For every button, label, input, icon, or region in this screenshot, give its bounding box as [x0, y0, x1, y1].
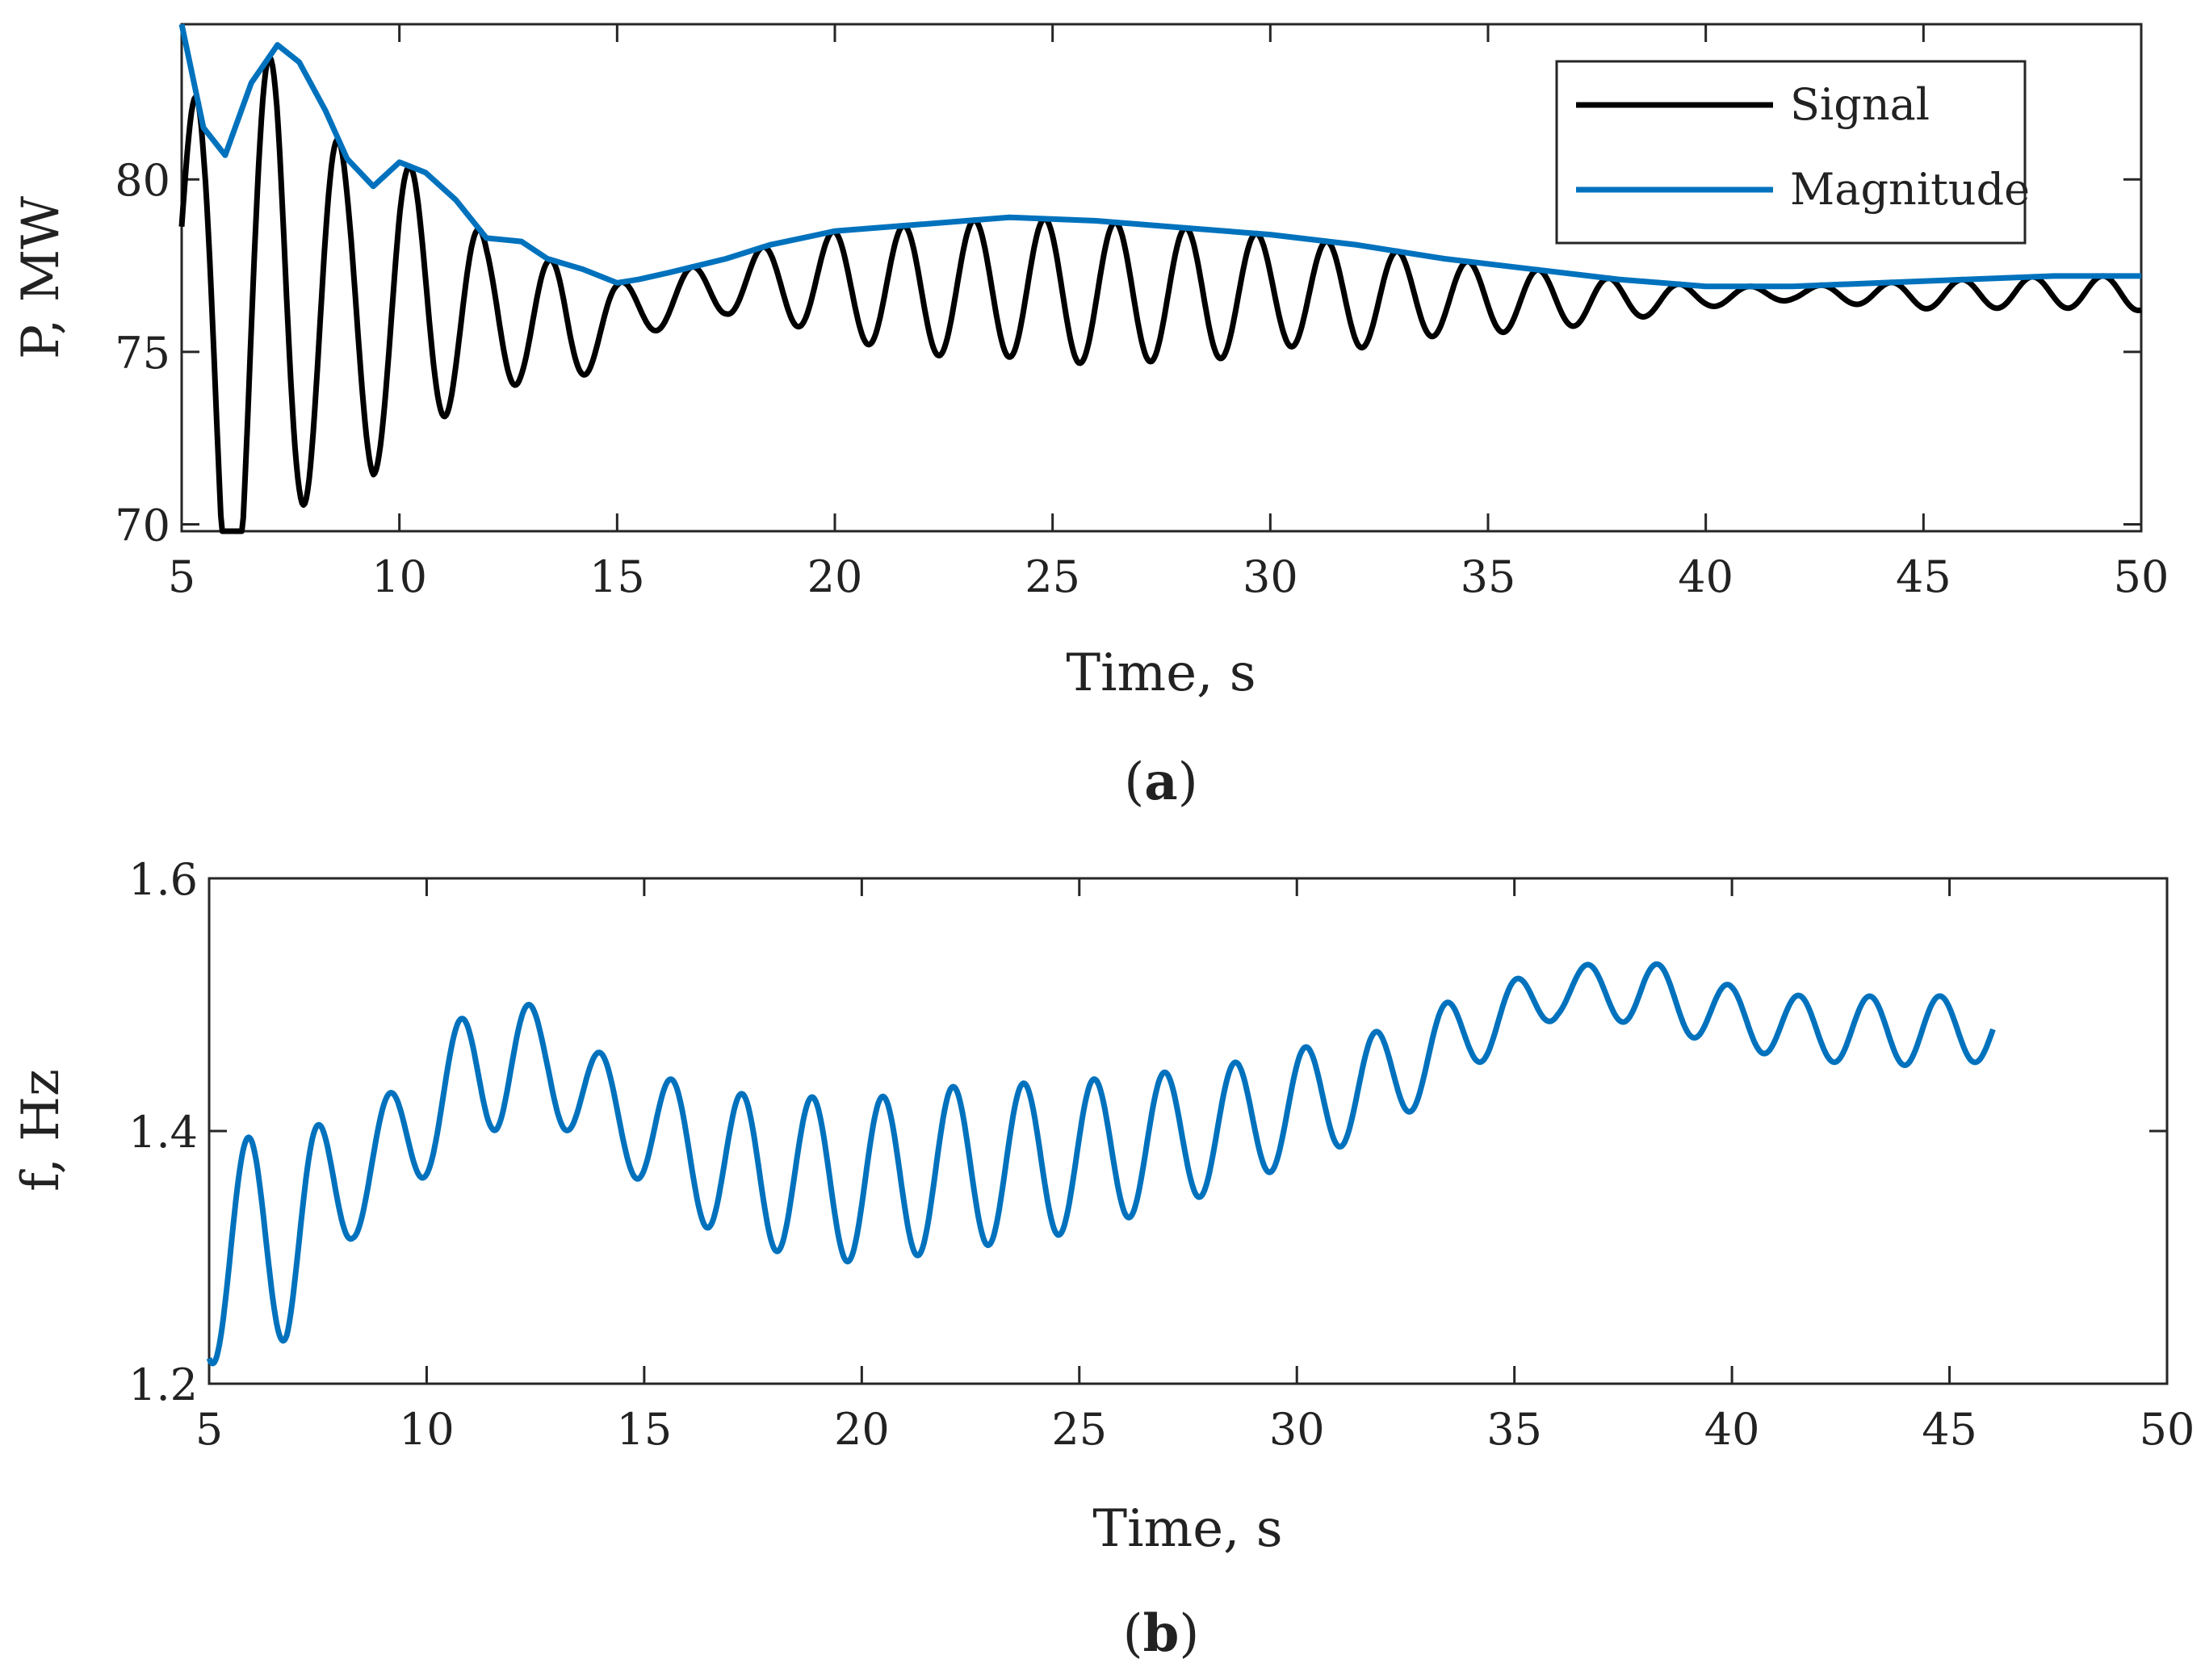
panel-b-x-tick-label: 30: [1269, 1404, 1325, 1455]
panel-a: 5 10 15 20 25 30 35 40 45 50 70 75 80 Time, s P, MW…: [11, 23, 2169, 812]
panel-a-y-axis-label: P, MW: [11, 196, 71, 359]
panel-b-x-tick-label: 45: [1922, 1404, 1977, 1455]
panel-a-series-magnitude-line: [178, 23, 2141, 290]
panel-b: 5 10 15 20 25 30 35 40 45 50 1.2 1.4 1.6 Time, s f,…: [11, 854, 2195, 1664]
panel-a-x-ticks: 5 10 15 20 25 30 35 40 45 50: [168, 24, 2169, 602]
panel-a-x-tick-label: 35: [1461, 551, 1516, 602]
panel-b-series-f-line: [206, 961, 1996, 1367]
panel-b-x-tick-label: 20: [834, 1404, 890, 1455]
panel-b-y-tick-label: 1.4: [128, 1107, 198, 1158]
panel-b-y-axis-label: f, Hz: [11, 1069, 71, 1192]
panel-b-series: [206, 961, 1996, 1367]
panel-a-y-ticks: 70 75 80: [115, 155, 2141, 551]
panel-a-caption: (a): [1124, 752, 1197, 812]
legend-label-magnitude: Magnitude: [1790, 164, 2030, 215]
panel-b-x-tick-label: 5: [195, 1404, 223, 1455]
panel-a-y-tick-label: 75: [115, 328, 170, 379]
panel-a-x-tick-label: 30: [1243, 551, 1298, 602]
panel-b-x-ticks: 5 10 15 20 25 30 35 40 45 50: [195, 878, 2195, 1455]
panel-b-plot-area: [208, 877, 2169, 1385]
panel-a-legend: Signal Magnitude: [1555, 60, 2030, 245]
panel-b-x-tick-label: 50: [2140, 1404, 2195, 1455]
panel-b-y-tick-label: 1.6: [128, 854, 198, 905]
panel-b-x-axis-label: Time, s: [1092, 1499, 1282, 1559]
panel-b-y-tick-label: 1.2: [128, 1360, 198, 1410]
panel-a-x-tick-label: 20: [807, 551, 863, 602]
panel-a-x-tick-label: 40: [1678, 551, 1733, 602]
legend-box: [1555, 60, 2027, 245]
panel-a-y-tick-label: 70: [115, 500, 170, 551]
panel-a-x-axis-label: Time, s: [1066, 643, 1256, 703]
panel-a-series: [178, 23, 2143, 534]
panel-a-x-tick-label: 10: [371, 551, 427, 602]
panel-a-x-tick-label: 15: [589, 551, 645, 602]
panel-a-x-tick-label: 45: [1896, 551, 1951, 602]
panel-b-x-tick-label: 40: [1704, 1404, 1760, 1455]
panel-b-x-tick-label: 10: [399, 1404, 455, 1455]
panel-b-caption: (b): [1123, 1603, 1200, 1664]
panel-b-x-tick-label: 15: [617, 1404, 673, 1455]
panel-b-caption-letter: b: [1143, 1603, 1180, 1664]
panel-b-x-tick-label: 35: [1486, 1404, 1542, 1455]
panel-a-caption-letter: a: [1144, 752, 1177, 812]
panel-b-x-tick-label: 25: [1051, 1404, 1107, 1455]
panel-a-x-tick-label: 50: [2114, 551, 2169, 602]
legend-label-signal: Signal: [1790, 79, 1930, 130]
panel-b-y-ticks: 1.2 1.4 1.6: [128, 854, 2167, 1410]
panel-a-x-tick-label: 5: [168, 551, 195, 602]
panel-a-x-tick-label: 25: [1025, 551, 1080, 602]
panel-a-y-tick-label: 80: [115, 155, 170, 206]
